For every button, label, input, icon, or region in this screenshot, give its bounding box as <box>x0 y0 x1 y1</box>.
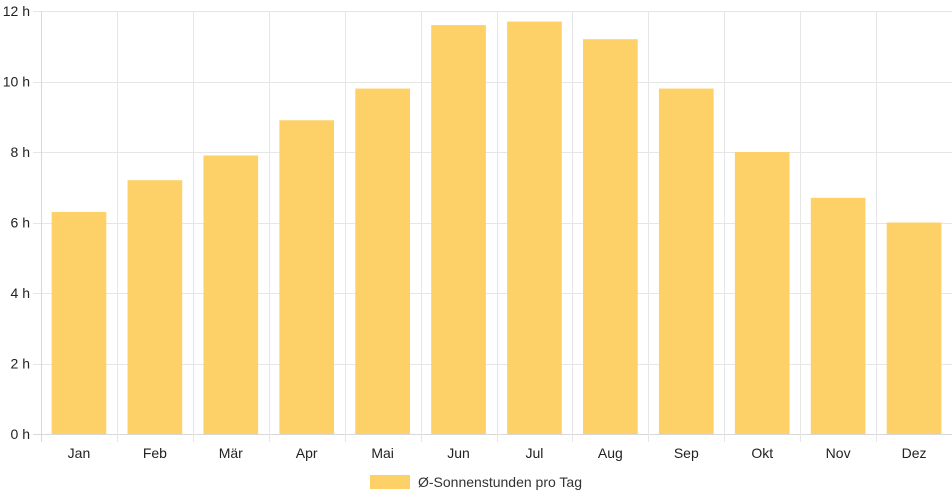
bar[interactable] <box>658 88 714 435</box>
y-tick-label: 4 h <box>11 285 30 301</box>
x-tick-label: Mär <box>219 445 243 461</box>
x-tick-label: Nov <box>826 445 851 461</box>
x-tick-label: Jun <box>447 445 470 461</box>
x-tick-label: Apr <box>296 445 318 461</box>
bar[interactable] <box>203 155 259 434</box>
bar[interactable] <box>583 39 638 434</box>
y-tick-label: 8 h <box>11 144 30 160</box>
bar[interactable] <box>886 222 942 435</box>
x-tick-label: Okt <box>751 445 773 461</box>
grid-layer <box>33 11 952 442</box>
x-tick-label: Jan <box>68 445 91 461</box>
x-tick-label: Sep <box>674 445 699 461</box>
y-tick-label: 0 h <box>11 426 30 442</box>
x-axis-ticks: Jan Feb Mär Apr Mai Jun Jul Aug Sep Okt Nov Dez <box>68 445 927 461</box>
bar[interactable] <box>51 211 107 434</box>
y-axis-ticks: 0 h 2 h 4 h 6 h 8 h 10 h 12 h <box>3 3 30 442</box>
x-tick-label: Feb <box>143 445 167 461</box>
bar[interactable] <box>507 21 562 434</box>
legend-swatch[interactable] <box>370 475 410 489</box>
x-tick-label: Mai <box>371 445 394 461</box>
y-tick-label: 12 h <box>3 3 30 19</box>
bar[interactable] <box>734 152 790 434</box>
legend[interactable]: Ø-Sonnenstunden pro Tag <box>370 474 582 490</box>
legend-label[interactable]: Ø-Sonnenstunden pro Tag <box>418 474 582 490</box>
y-tick-label: 10 h <box>3 74 30 90</box>
x-tick-label: Jul <box>526 445 544 461</box>
bar[interactable] <box>431 25 486 434</box>
bar[interactable] <box>355 88 410 435</box>
bar[interactable] <box>279 120 335 435</box>
bar[interactable] <box>127 180 183 434</box>
x-tick-label: Dez <box>902 445 927 461</box>
x-tick-label: Aug <box>598 445 623 461</box>
y-tick-label: 2 h <box>11 356 30 372</box>
y-tick-label: 6 h <box>11 215 30 231</box>
bar[interactable] <box>810 197 866 434</box>
bar-layer <box>51 21 942 435</box>
